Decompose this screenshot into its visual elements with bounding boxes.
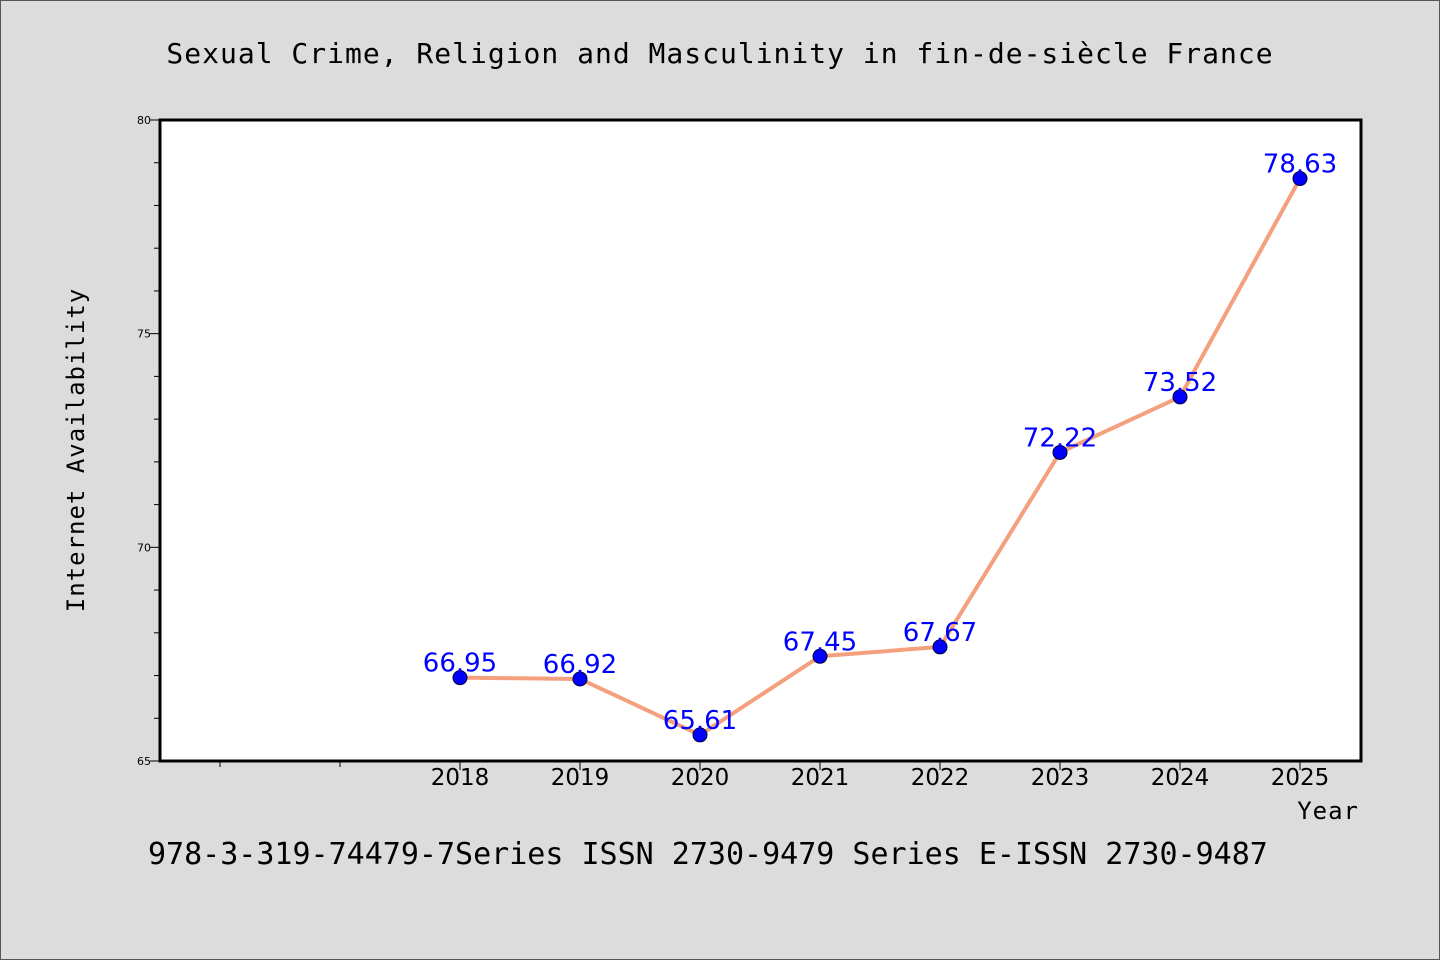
footer-isbn-issn: 978-3-319-74479-7Series ISSN 2730-9479 S…	[148, 837, 1268, 872]
y-axis: 65 70 75 80	[137, 114, 160, 768]
chart-title: Sexual Crime, Religion and Masculinity i…	[166, 37, 1273, 70]
y-tick-label: 75	[137, 328, 151, 341]
data-label: 65.61	[663, 706, 737, 736]
series-internet-availability: 66.95 66.92 65.61 67.45 67.67 72.22 73.52 78.63	[423, 150, 1337, 743]
x-tick-label: 2018	[431, 765, 490, 791]
data-label: 78.63	[1263, 150, 1337, 180]
y-tick-label: 65	[137, 755, 151, 768]
data-point	[812, 648, 828, 664]
series-line	[458, 176, 1302, 737]
data-point	[692, 727, 708, 743]
data-point	[1292, 171, 1308, 187]
y-tick-label: 70	[137, 541, 151, 554]
data-point	[452, 670, 468, 686]
data-point	[932, 639, 948, 655]
x-tick-label: 2023	[1031, 765, 1090, 791]
plot-area	[158, 118, 1363, 763]
data-label: 67.67	[903, 618, 977, 648]
data-label: 73.52	[1143, 368, 1217, 398]
x-axis: 2018 2019 2020 2021 2022 2023 2024 2025	[219, 761, 1330, 791]
data-point	[572, 671, 588, 687]
data-point	[1172, 389, 1188, 405]
x-tick-label: 2020	[671, 765, 730, 791]
data-label: 66.95	[423, 649, 497, 679]
x-tick-label: 2022	[911, 765, 970, 791]
y-tick-label: 80	[137, 114, 151, 127]
x-axis-label: Year	[1297, 797, 1359, 825]
x-tick-label: 2024	[1151, 765, 1210, 791]
x-tick-label: 2021	[791, 765, 850, 791]
data-label: 67.45	[783, 627, 857, 657]
x-tick-label: 2019	[551, 765, 610, 791]
x-tick-label: 2025	[1271, 765, 1330, 791]
data-label: 66.92	[543, 650, 617, 680]
y-axis-label: Internet Availability	[62, 288, 90, 612]
data-label: 72.22	[1023, 423, 1097, 453]
data-point	[1052, 444, 1068, 460]
